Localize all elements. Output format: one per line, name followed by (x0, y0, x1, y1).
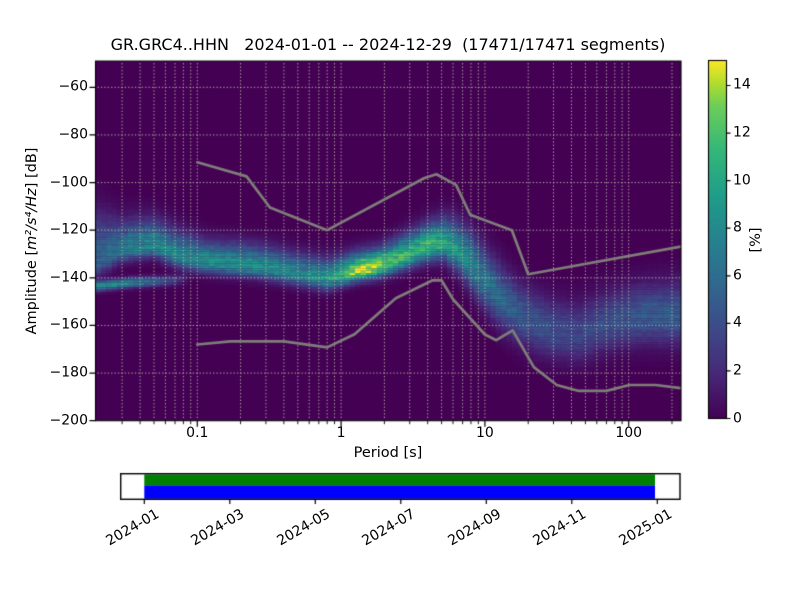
colorbar-label: [%] (748, 227, 765, 253)
y-tick-label: −100 (49, 173, 88, 190)
colorbar-tick-label: 4 (733, 314, 742, 331)
x-tick-label: 100 (615, 425, 643, 441)
plot-title: GR.GRC4..HHN 2024-01-01 -- 2024-12-29 (1… (110, 35, 666, 54)
y-axis-label-suffix: ] [dB] (24, 147, 41, 189)
colorbar-tick-label: 8 (733, 219, 742, 236)
colorbar-tick-label: 12 (733, 124, 751, 141)
y-tick-label: −80 (58, 126, 88, 143)
colorbar-tick-label: 0 (733, 409, 742, 426)
y-tick-label: −180 (49, 364, 88, 381)
x-tick-label: 0.1 (186, 425, 209, 441)
colorbar-tick-label: 14 (733, 76, 751, 93)
x-tick-label: 1 (336, 425, 346, 441)
y-axis-label: Amplitude [m²/s⁴/Hz] [dB] (24, 147, 41, 335)
y-tick-label: −200 (49, 411, 88, 428)
y-tick-label: −60 (58, 78, 88, 95)
y-axis-label-prefix: Amplitude [ (24, 249, 41, 335)
y-tick-label: −140 (49, 269, 88, 286)
x-axis-label: Period [s] (353, 445, 423, 461)
colorbar-tick-label: 6 (733, 267, 742, 284)
colorbar-tick-label: 2 (733, 362, 742, 379)
y-tick-label: −160 (49, 316, 88, 333)
y-tick-label: −120 (49, 221, 88, 238)
y-axis-label-math: m²/s⁴/Hz (24, 188, 41, 250)
x-tick-label: 10 (475, 425, 494, 441)
colorbar-tick-label: 10 (733, 171, 751, 188)
